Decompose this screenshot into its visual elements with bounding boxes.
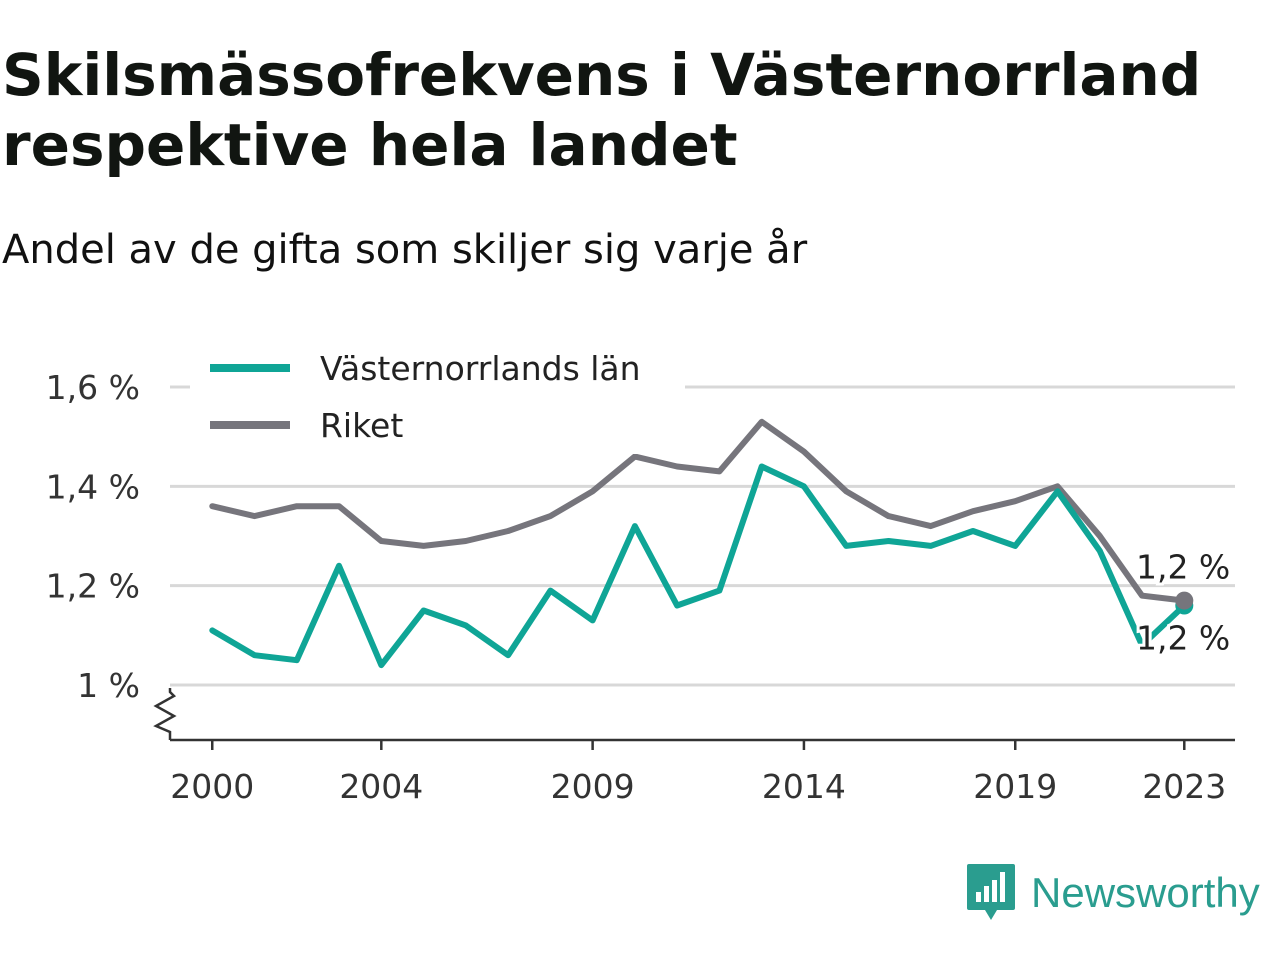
y-tick-label: 1 % [77, 666, 140, 705]
series-line [209, 418, 1188, 604]
x-tick-label: 2000 [170, 767, 254, 806]
x-tick-label: 2009 [551, 767, 635, 806]
series-line [209, 463, 1188, 669]
end-markers: 1,2 % 1,2 % [1133, 545, 1233, 661]
y-axis-labels: 1 % 1,2 % 1,4 % 1,6 % [46, 368, 140, 705]
end-marker [1175, 591, 1194, 610]
line-chart: 1 %1,2 %1,4 %1,6 % 2000 2004 2009 2014 2019 2… [46, 344, 1235, 806]
axis-break [153, 688, 177, 740]
legend-label: Västernorrlands län [320, 349, 641, 388]
x-tick-label: 2014 [762, 767, 846, 806]
chart-title: Skilsmässofrekvens i Västernorrland resp… [2, 41, 1202, 179]
legend-background [190, 344, 685, 454]
x-tick-label: 2019 [973, 767, 1057, 806]
x-tick-label: 2023 [1142, 767, 1226, 806]
y-tick-label: 1,4 % [46, 467, 140, 506]
legend: Västernorrlands län Riket [190, 344, 685, 454]
y-tick-label: 1,2 % [46, 567, 140, 606]
series-lines [209, 418, 1188, 669]
x-tick-label: 2004 [339, 767, 423, 806]
end-value-label: 1,2 % [1136, 619, 1230, 658]
brand-logo: Newsworthy [965, 862, 1260, 924]
legend-label: Riket [320, 406, 403, 445]
brand-name: Newsworthy [1031, 869, 1260, 916]
x-axis: 2000 2004 2009 2014 2019 2023 [153, 688, 1235, 806]
chart-subtitle: Andel av de gifta som skiljer sig varje … [2, 227, 808, 273]
bar-chart-bubble-icon [967, 864, 1015, 920]
y-tick-label: 1,6 % [46, 368, 140, 407]
end-value-label: 1,2 % [1136, 548, 1230, 587]
